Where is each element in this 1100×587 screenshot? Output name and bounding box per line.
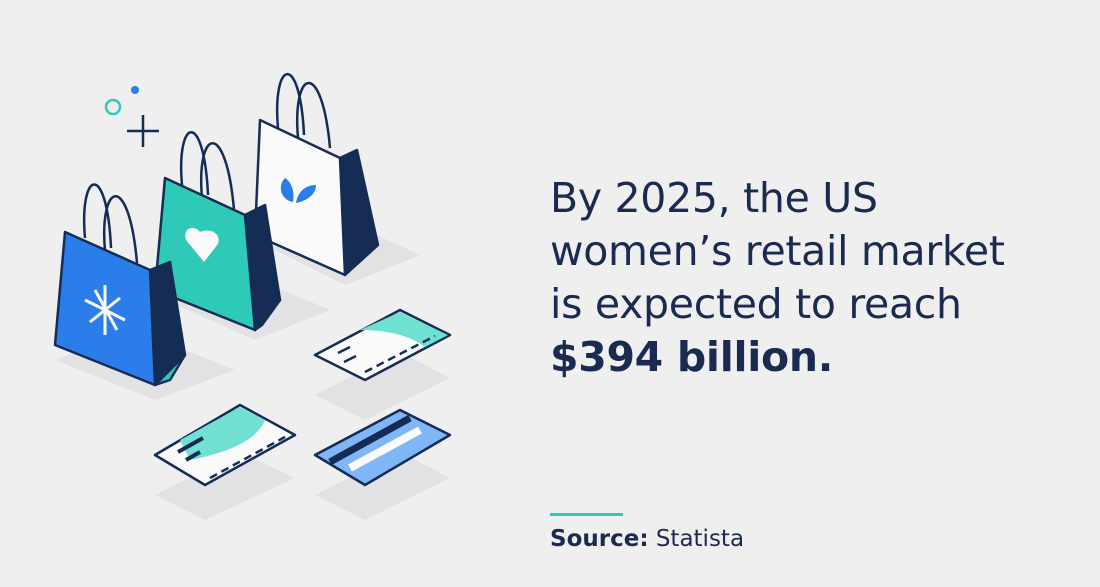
source-label: Source:	[550, 526, 649, 552]
headline: By 2025, the US women’s retail market is…	[550, 172, 1005, 384]
source-value: Statista	[655, 526, 745, 552]
headline-highlight: $394 billion.	[550, 333, 833, 381]
illustration	[53, 72, 452, 520]
source: Source: Statista	[550, 526, 744, 552]
divider	[550, 513, 623, 516]
headline-line: women’s retail market	[550, 227, 1005, 275]
headline-line: is expected to reach	[550, 280, 962, 328]
headline-line: By 2025, the US	[550, 174, 878, 222]
